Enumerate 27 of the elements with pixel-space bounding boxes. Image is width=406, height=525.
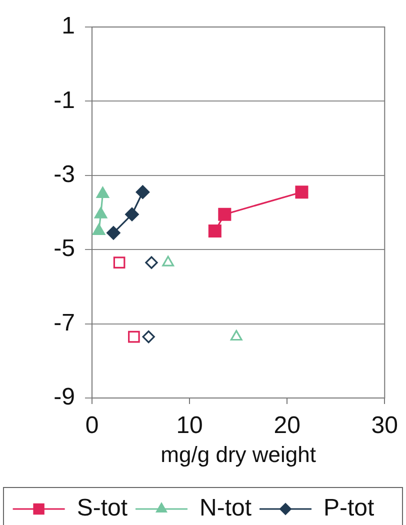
point	[208, 224, 222, 238]
y-tick-label: -9	[54, 384, 75, 411]
point	[124, 207, 139, 222]
legend-label: S-tot	[76, 494, 128, 522]
point	[142, 330, 155, 344]
x-tick-label: 0	[85, 412, 99, 440]
point	[106, 226, 120, 240]
point	[218, 208, 232, 221]
point	[230, 330, 242, 341]
point	[128, 330, 140, 343]
legend-label: N-tot	[199, 494, 252, 522]
y-tick-label: -7	[54, 309, 75, 336]
x-tick-label: 20	[274, 412, 300, 440]
x-tick-label: 10	[176, 412, 203, 440]
x-tick-label: 30	[371, 412, 398, 440]
point	[136, 185, 150, 200]
y-tick-label: -5	[54, 235, 75, 262]
x-axis-title: mg/g dry weight	[160, 442, 316, 467]
point	[113, 256, 126, 268]
point	[92, 224, 106, 236]
y-tick-label: 1	[62, 12, 75, 40]
point	[145, 256, 158, 269]
y-tick-label: -3	[54, 161, 75, 188]
legend-label: P-tot	[324, 494, 375, 522]
y-tick-label: -1	[54, 86, 75, 114]
point	[295, 186, 308, 199]
point	[162, 256, 174, 266]
